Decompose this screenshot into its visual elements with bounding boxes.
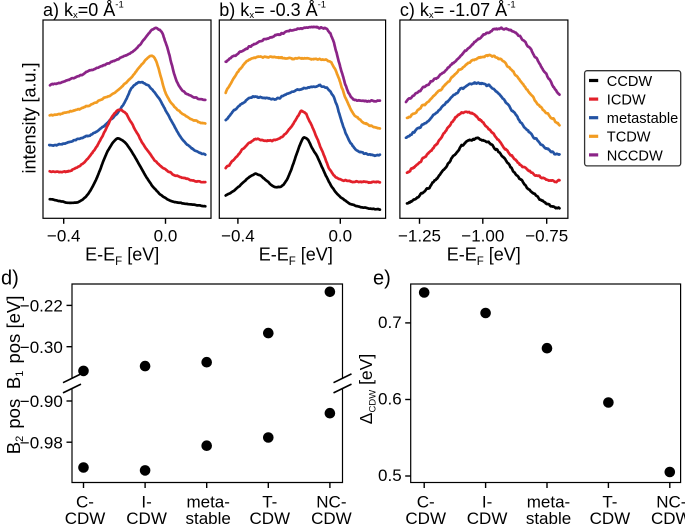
svg-text:meta-: meta- bbox=[527, 493, 570, 512]
svg-text:CDW: CDW bbox=[311, 509, 352, 525]
svg-text:0.0: 0.0 bbox=[154, 226, 178, 245]
svg-text:NCCDW: NCCDW bbox=[607, 148, 663, 164]
svg-text:T-: T- bbox=[262, 493, 277, 512]
svg-text:−0.4: −0.4 bbox=[47, 226, 81, 245]
svg-text:meta-: meta- bbox=[186, 493, 229, 512]
svg-text:T-: T- bbox=[602, 493, 617, 512]
svg-text:−0.30: −0.30 bbox=[20, 338, 63, 357]
svg-text:intensity [a.u.]: intensity [a.u.] bbox=[19, 62, 39, 173]
svg-text:−0.75: −0.75 bbox=[525, 226, 568, 245]
svg-text:metastable: metastable bbox=[607, 111, 678, 127]
svg-text:−1.25: −1.25 bbox=[398, 226, 441, 245]
svg-text:CCDW: CCDW bbox=[607, 74, 653, 90]
svg-text:NC-: NC- bbox=[316, 493, 346, 512]
svg-text:CDW: CDW bbox=[249, 509, 290, 525]
svg-text:CDW: CDW bbox=[467, 509, 508, 525]
svg-text:−1.00: −1.00 bbox=[461, 226, 504, 245]
svg-text:a) kx=0 Å-1: a) kx=0 Å-1 bbox=[43, 0, 124, 21]
svg-text:d): d) bbox=[1, 268, 19, 290]
svg-text:I-: I- bbox=[482, 493, 492, 512]
svg-text:NC-: NC- bbox=[656, 493, 685, 512]
svg-text:stable: stable bbox=[526, 509, 571, 525]
svg-text:E-EF [eV]: E-EF [eV] bbox=[259, 245, 333, 268]
svg-text:−0.90: −0.90 bbox=[20, 392, 63, 411]
svg-text:E-EF [eV]: E-EF [eV] bbox=[447, 245, 521, 268]
svg-text:I-: I- bbox=[141, 493, 151, 512]
svg-text:CDW: CDW bbox=[590, 509, 631, 525]
svg-text:stable: stable bbox=[186, 509, 231, 525]
svg-text:0.6: 0.6 bbox=[378, 390, 402, 409]
svg-text:−0.98: −0.98 bbox=[20, 433, 63, 452]
svg-text:E-EF [eV]: E-EF [eV] bbox=[85, 245, 159, 268]
svg-text:0.7: 0.7 bbox=[378, 313, 402, 332]
svg-text:CDW: CDW bbox=[65, 509, 106, 525]
svg-text:0.5: 0.5 bbox=[378, 466, 402, 485]
svg-text:CDW: CDW bbox=[126, 509, 167, 525]
svg-text:−0.22: −0.22 bbox=[20, 297, 63, 316]
svg-text:CDW: CDW bbox=[651, 509, 685, 525]
svg-text:C-: C- bbox=[417, 493, 435, 512]
svg-text:CDW: CDW bbox=[405, 509, 446, 525]
svg-text:0.0: 0.0 bbox=[328, 226, 352, 245]
svg-text:C-: C- bbox=[76, 493, 94, 512]
svg-text:B1 pos [eV]: B1 pos [eV] bbox=[3, 296, 26, 389]
svg-text:b) kx= -0.3 Å-1: b) kx= -0.3 Å-1 bbox=[219, 0, 326, 21]
svg-text:ICDW: ICDW bbox=[607, 93, 646, 109]
svg-text:e): e) bbox=[373, 268, 391, 290]
svg-text:TCDW: TCDW bbox=[607, 130, 651, 146]
svg-text:−0.4: −0.4 bbox=[221, 226, 255, 245]
svg-text:c) kx= -1.07 Å-1: c) kx= -1.07 Å-1 bbox=[400, 0, 516, 21]
svg-text:B2 pos: B2 pos bbox=[3, 399, 26, 454]
svg-text:ΔCDW [eV]: ΔCDW [eV] bbox=[356, 354, 379, 424]
